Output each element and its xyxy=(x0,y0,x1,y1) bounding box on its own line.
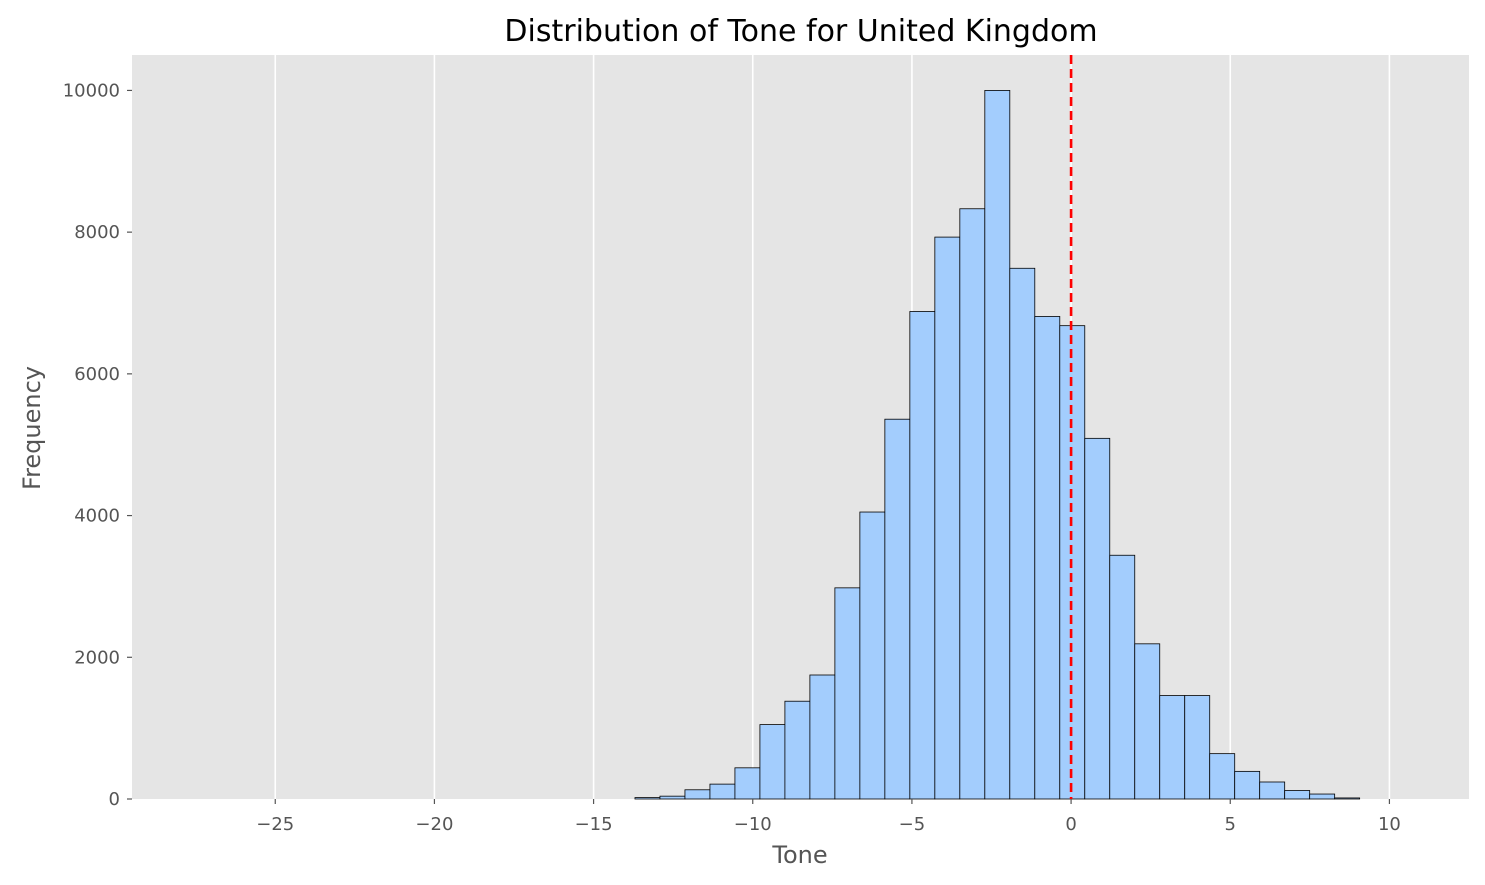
histogram-bars xyxy=(634,90,1361,800)
y-axis-ticks: 0 2000 4000 6000 8000 10000 xyxy=(63,80,132,810)
histogram-bar xyxy=(759,724,786,800)
y-tick-label: 0 xyxy=(109,789,120,810)
histogram-bar xyxy=(834,587,861,800)
histogram-bar xyxy=(984,90,1011,800)
histogram-bar xyxy=(709,783,736,800)
x-tick-label: −25 xyxy=(256,814,294,835)
x-axis-label: Tone xyxy=(771,841,827,869)
histogram-bar xyxy=(784,700,811,800)
histogram-bar xyxy=(809,674,836,800)
y-axis-label: Frequency xyxy=(18,366,46,490)
x-tick-label: −15 xyxy=(575,814,613,835)
plot-area xyxy=(132,55,1469,799)
y-tick-label: 2000 xyxy=(74,647,120,668)
x-tick-label: 5 xyxy=(1225,814,1236,835)
histogram-bar xyxy=(884,418,911,800)
y-tick-label: 6000 xyxy=(74,364,120,385)
histogram-bar xyxy=(959,208,986,800)
x-tick-label: −5 xyxy=(899,814,926,835)
histogram-bar xyxy=(1034,316,1061,800)
histogram-bar xyxy=(909,311,936,800)
histogram-bar xyxy=(859,511,886,800)
x-axis-ticks: −25 −20 −15 −10 −5 0 5 10 xyxy=(256,799,1401,835)
histogram-bar xyxy=(1234,770,1261,800)
histogram-bar xyxy=(734,767,761,800)
histogram-bar xyxy=(1209,753,1236,800)
histogram-bar xyxy=(1159,695,1186,800)
histogram-bar xyxy=(1109,554,1136,800)
x-tick-label: 10 xyxy=(1378,814,1401,835)
y-tick-label: 8000 xyxy=(74,222,120,243)
histogram-bar xyxy=(1009,267,1036,800)
histogram-bar xyxy=(1259,781,1286,800)
histogram-bar xyxy=(1309,793,1336,800)
x-tick-label: −20 xyxy=(415,814,453,835)
chart-title: Distribution of Tone for United Kingdom xyxy=(504,14,1097,49)
y-tick-label: 10000 xyxy=(63,80,120,101)
histogram-bar xyxy=(1134,643,1161,800)
histogram-bar xyxy=(1334,797,1361,800)
histogram-bar xyxy=(634,797,661,800)
y-tick-label: 4000 xyxy=(74,506,120,527)
histogram-bar xyxy=(1284,790,1311,800)
histogram-bar xyxy=(659,795,686,800)
histogram-bar xyxy=(1184,695,1211,800)
histogram-bar xyxy=(684,789,711,800)
histogram-bar xyxy=(1084,437,1111,800)
histogram-bar xyxy=(934,236,961,800)
x-tick-label: 0 xyxy=(1065,814,1076,835)
x-tick-label: −10 xyxy=(734,814,772,835)
